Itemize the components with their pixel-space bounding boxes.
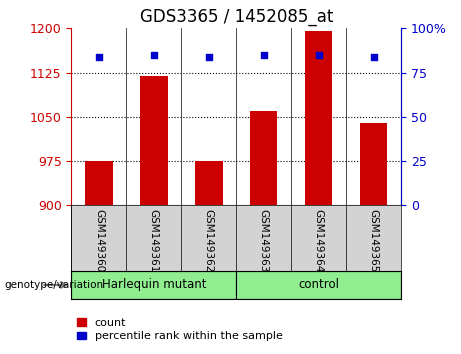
Text: GSM149365: GSM149365 — [369, 209, 378, 272]
Point — [260, 52, 267, 58]
Bar — [85, 161, 112, 205]
Text: GSM149361: GSM149361 — [149, 209, 159, 272]
Point — [150, 52, 158, 58]
Text: control: control — [298, 279, 339, 291]
Point — [370, 54, 377, 59]
Text: GSM149364: GSM149364 — [313, 209, 324, 272]
Text: Harlequin mutant: Harlequin mutant — [101, 279, 206, 291]
Bar — [236, 271, 401, 299]
Bar — [305, 31, 332, 205]
Title: GDS3365 / 1452085_at: GDS3365 / 1452085_at — [140, 8, 333, 25]
Text: GSM149362: GSM149362 — [204, 209, 214, 272]
Legend: count, percentile rank within the sample: count, percentile rank within the sample — [77, 318, 283, 341]
Point — [205, 54, 213, 59]
Text: genotype/variation: genotype/variation — [5, 280, 104, 290]
Bar — [360, 123, 387, 205]
Point — [95, 54, 103, 59]
Bar — [140, 75, 168, 205]
Bar — [71, 271, 236, 299]
Bar — [250, 111, 278, 205]
Bar — [195, 161, 223, 205]
Text: GSM149360: GSM149360 — [94, 209, 104, 272]
Point — [315, 52, 322, 58]
Text: GSM149363: GSM149363 — [259, 209, 269, 272]
